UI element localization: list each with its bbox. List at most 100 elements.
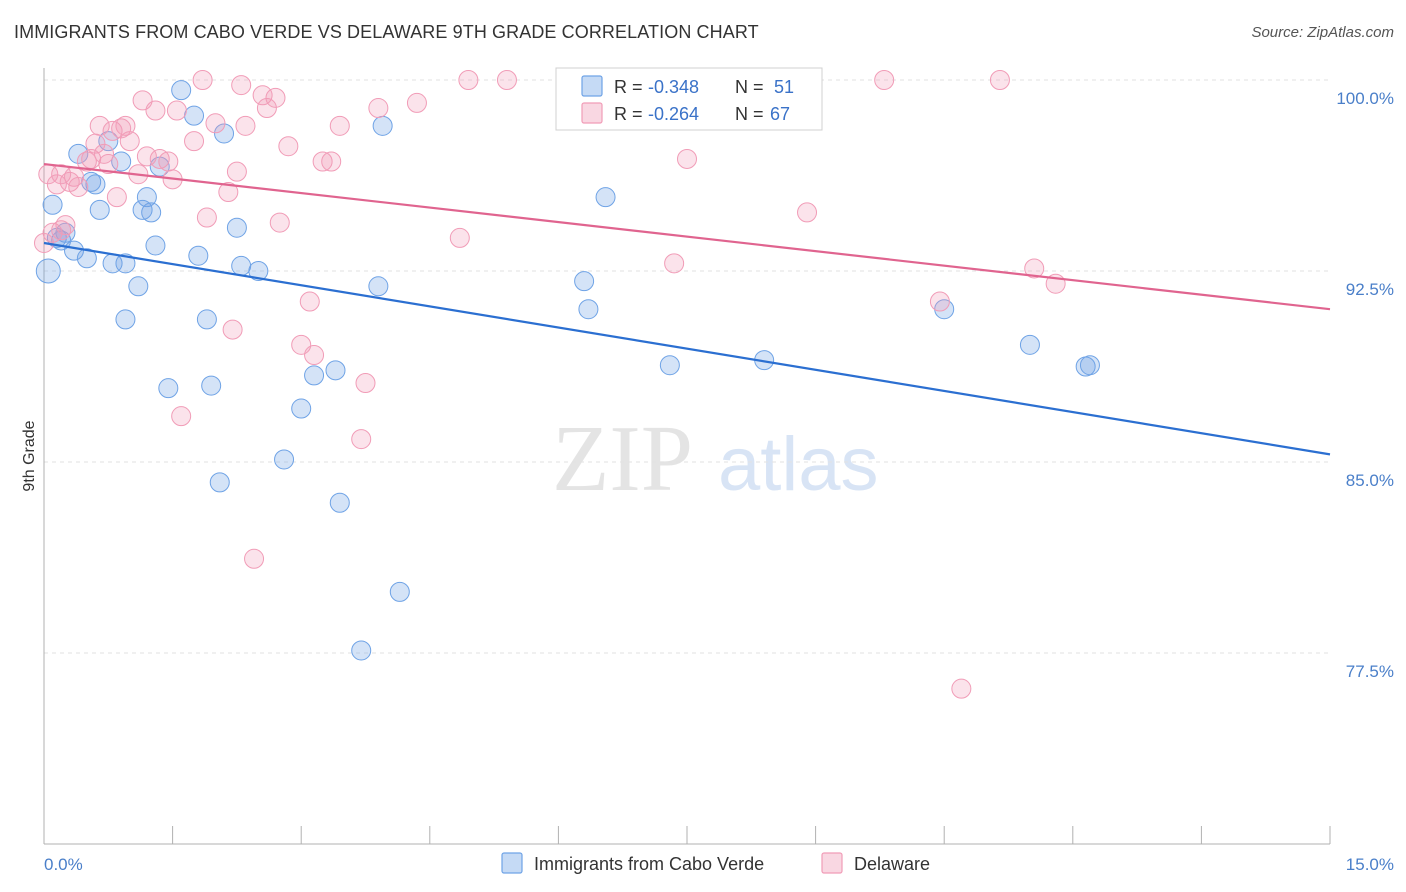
data-point: [196, 309, 217, 330]
series-legend-label-blue: Immigrants from Cabo Verde: [534, 854, 764, 874]
data-point: [595, 187, 616, 208]
data-point: [389, 581, 410, 602]
data-point: [269, 212, 290, 233]
data-point: [449, 227, 470, 248]
data-point: [98, 131, 119, 152]
stats-legend-r-value-pink: -0.264: [648, 104, 699, 124]
data-point: [102, 120, 123, 141]
data-point: [929, 291, 950, 312]
data-point: [214, 123, 235, 144]
y-tick-label: 77.5%: [1346, 662, 1394, 681]
data-point: [64, 240, 85, 261]
data-point: [1075, 356, 1096, 377]
trend-line: [43, 162, 1331, 311]
data-point: [222, 319, 243, 340]
data-point: [68, 176, 89, 197]
data-point: [291, 398, 312, 419]
data-point: [797, 202, 818, 223]
data-point: [136, 187, 157, 208]
data-point: [136, 146, 157, 167]
data-point: [119, 131, 140, 152]
data-point: [458, 70, 479, 90]
y-tick-label: 100.0%: [1336, 89, 1394, 108]
data-point: [94, 143, 115, 164]
y-tick-label: 85.0%: [1346, 471, 1394, 490]
data-point: [1019, 334, 1040, 355]
stats-legend: R = -0.348 N = 51 R = -0.264 N = 67: [555, 67, 823, 131]
data-point: [145, 235, 166, 256]
data-point: [368, 98, 389, 119]
data-point: [1024, 258, 1045, 279]
data-point: [372, 115, 393, 136]
y-tick-labels: 100.0% 92.5% 85.0% 77.5%: [1336, 89, 1394, 681]
stats-legend-swatch-blue: [581, 75, 603, 97]
y-tick-label: 92.5%: [1346, 280, 1394, 299]
data-point: [85, 174, 106, 195]
series-legend-swatch-blue: [501, 852, 523, 874]
data-point: [158, 151, 179, 172]
data-point: [325, 360, 346, 381]
data-point: [351, 429, 372, 450]
data-point: [209, 472, 230, 493]
data-point: [184, 131, 205, 152]
data-point: [188, 245, 209, 266]
data-point: [304, 345, 325, 366]
data-point: [115, 309, 136, 330]
stats-legend-r-label-blue: R =: [614, 77, 643, 97]
series-legend: Immigrants from Cabo Verde Delaware: [501, 852, 930, 874]
series-delaware-points: [34, 70, 1066, 699]
stats-legend-swatch-pink: [581, 102, 603, 124]
data-point: [406, 92, 427, 113]
data-point: [115, 253, 136, 274]
stats-legend-n-label-pink: N =: [735, 104, 764, 124]
series-legend-label-pink: Delaware: [854, 854, 930, 874]
data-point: [158, 378, 179, 399]
data-point: [205, 113, 226, 134]
watermark: ZIP atlas: [552, 407, 879, 511]
data-point: [312, 151, 333, 172]
data-point: [42, 194, 63, 215]
stats-legend-n-label-blue: N =: [735, 77, 764, 97]
data-point: [76, 248, 97, 269]
data-point: [874, 70, 895, 90]
data-point: [111, 151, 132, 172]
watermark-atlas: atlas: [718, 422, 879, 507]
data-point: [35, 258, 61, 284]
data-point: [248, 261, 269, 281]
watermark-zip: ZIP: [552, 407, 693, 511]
x-ticks: [43, 826, 1331, 844]
data-point: [128, 276, 149, 297]
data-point: [141, 202, 162, 223]
trend-line: [43, 241, 1331, 456]
data-point: [677, 148, 697, 169]
trend-lines: [43, 162, 1331, 456]
data-point: [68, 143, 89, 164]
data-point: [235, 115, 256, 136]
data-point: [355, 373, 376, 394]
data-point: [51, 220, 72, 241]
chart-title: IMMIGRANTS FROM CABO VERDE VS DELAWARE 9…: [14, 22, 759, 42]
data-point: [321, 151, 342, 172]
source-label: Source: ZipAtlas.com: [1251, 24, 1394, 41]
x-tick-label-min: 0.0%: [44, 855, 83, 874]
data-point: [252, 85, 273, 106]
data-point: [166, 100, 187, 121]
data-point: [42, 222, 63, 243]
data-point: [106, 187, 127, 208]
data-point: [664, 253, 685, 274]
data-point: [951, 678, 972, 699]
data-point: [171, 406, 192, 427]
data-point: [574, 271, 595, 292]
data-point: [46, 174, 67, 195]
data-point: [244, 548, 265, 569]
data-point: [51, 164, 72, 185]
y-axis-label: 9th Grade: [21, 420, 38, 491]
data-point: [659, 355, 680, 376]
x-tick-label-max: 15.0%: [1346, 855, 1394, 874]
data-point: [304, 365, 325, 386]
data-point: [226, 161, 247, 182]
data-point: [989, 70, 1010, 90]
data-point: [351, 640, 372, 661]
series-legend-swatch-pink: [821, 852, 843, 874]
data-point: [201, 375, 222, 396]
